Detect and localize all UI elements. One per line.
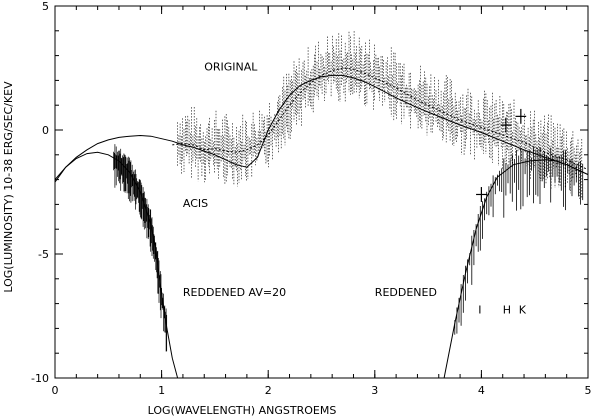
y-tick-label-1: 0 (42, 124, 49, 137)
x-tick-label-0: 0 (52, 384, 59, 397)
annotations-layer: ORIGINAL ACIS REDDENED AV=20 REDDENED I H K (183, 60, 527, 316)
annotation-2: REDDENED AV=20 (183, 286, 286, 299)
y-tick-label-2: -5 (38, 248, 49, 261)
y-axis-label: LOG(LUMINOSITY) 10-38 ERG/SEC/KEV (2, 81, 15, 293)
x-tick-label-5: 5 (585, 384, 592, 397)
x-tick-label-2: 2 (265, 384, 272, 397)
x-axis: 0 1 2 3 4 5 (52, 6, 592, 397)
y-tick-label-0: 5 (42, 0, 49, 13)
series-line-3 (172, 67, 589, 171)
x-tick-label-3: 3 (371, 384, 378, 397)
spectral-spikes-layer (113, 31, 584, 352)
annotation-1: ACIS (183, 197, 208, 210)
x-tick-label-1: 1 (158, 384, 165, 397)
annotation-3: REDDENED (375, 286, 437, 299)
error-bars-layer (476, 108, 527, 202)
plot-area (54, 5, 589, 379)
plot-frame (54, 5, 589, 379)
annotation-6: K (519, 304, 527, 317)
annotation-4: I (478, 304, 481, 317)
x-tick-label-4: 4 (478, 384, 485, 397)
y-tick-label-3: -10 (31, 372, 49, 385)
annotation-5: H (503, 304, 511, 317)
annotation-0: ORIGINAL (204, 60, 258, 73)
x-axis-label: LOG(WAVELENGTH) ANGSTROEMS (148, 404, 337, 417)
y-axis: 5 0 -5 -10 (31, 0, 588, 385)
